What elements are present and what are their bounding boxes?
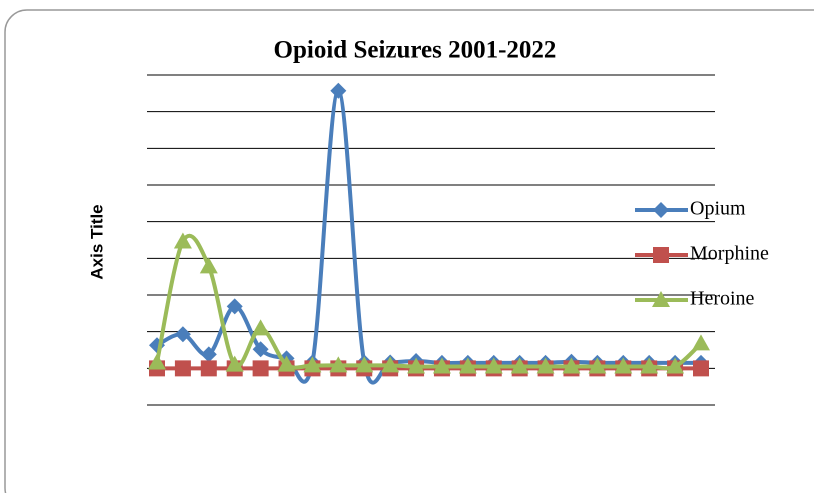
data-point [355, 356, 374, 373]
legend-marker [652, 291, 670, 307]
data-point [225, 355, 244, 372]
data-point [693, 360, 709, 377]
data-point [381, 356, 400, 373]
data-point [148, 353, 166, 370]
data-point [692, 334, 710, 351]
data-point [174, 326, 191, 343]
y-axis-title: Axis Title [87, 204, 106, 279]
data-point [252, 341, 269, 358]
data-point [407, 357, 426, 374]
data-point [666, 357, 685, 374]
data-point [536, 357, 555, 374]
legend-marker [653, 247, 669, 263]
data-point [200, 360, 217, 377]
data-point [277, 355, 296, 372]
data-point [588, 357, 607, 374]
data-point [510, 357, 529, 374]
data-point [173, 232, 192, 249]
data-point [303, 356, 322, 373]
data-point [640, 357, 659, 374]
data-point [251, 319, 270, 336]
data-point [329, 356, 348, 373]
legend-label: Morphine [690, 243, 769, 265]
chart-title: Opioid Seizures 2001-2022 [274, 37, 557, 64]
legend-marker [653, 202, 669, 218]
data-point [432, 357, 451, 374]
data-point [252, 360, 269, 377]
legend-label: Heroine [690, 288, 755, 310]
data-point [199, 257, 218, 274]
data-point [174, 360, 191, 377]
data-point [458, 357, 477, 374]
data-point [484, 357, 503, 374]
data-point [614, 357, 633, 374]
legend-label: Opium [690, 198, 746, 220]
data-point [200, 346, 217, 363]
data-point [226, 298, 243, 315]
data-point [330, 82, 347, 99]
data-point [562, 357, 581, 374]
